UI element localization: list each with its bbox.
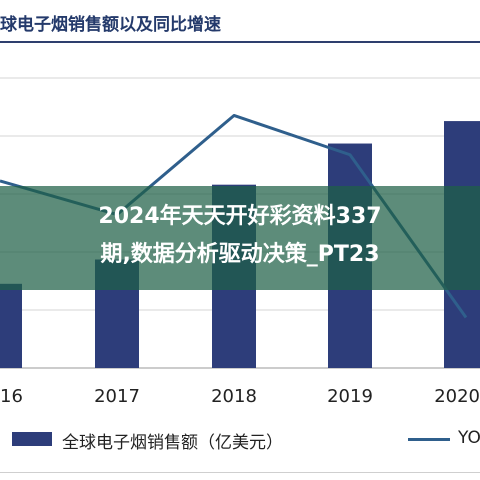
watermark-banner-text: 2024年天天开好彩资料337 期,数据分析驱动决策_PT23	[0, 198, 480, 274]
banner-line-2: 期,数据分析驱动决策_PT23	[100, 242, 380, 267]
x-tick-label: 16	[0, 386, 23, 407]
legend-line-label: YO	[458, 428, 480, 448]
x-axis-ticks: 16 2017 2018 2019 2020	[0, 386, 480, 407]
x-tick-label: 2019	[327, 386, 373, 407]
title-underline	[0, 41, 480, 43]
x-tick-label: 2020	[434, 386, 480, 407]
legend-bar-swatch	[12, 432, 52, 446]
legend-bar-label: 全球电子烟销售额（亿美元）	[62, 433, 283, 453]
chart-title: 球电子烟销售额以及同比增速	[0, 15, 221, 35]
bar-16	[0, 283, 22, 368]
watermark-banner	[0, 186, 480, 290]
x-tick-label: 2018	[211, 386, 257, 407]
legend-line-swatch	[408, 438, 450, 441]
banner-line-1: 2024年天天开好彩资料337	[98, 204, 382, 229]
bottom-divider	[0, 472, 480, 473]
x-tick-label: 2017	[94, 386, 140, 407]
